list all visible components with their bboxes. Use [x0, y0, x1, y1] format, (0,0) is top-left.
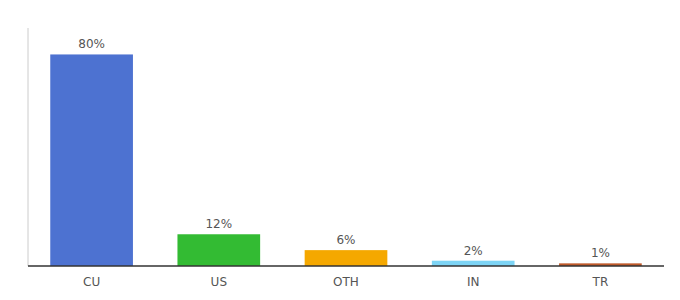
x-tick-label: OTH	[333, 275, 359, 289]
data-label: 80%	[78, 37, 105, 51]
x-tick-label: TR	[592, 275, 609, 289]
chart-container: 80% 12% 6% 2% 1% CU US OTH IN TR	[0, 0, 680, 300]
bar	[305, 250, 388, 266]
bar	[177, 234, 260, 266]
y-axis-line	[28, 28, 29, 266]
data-label: 12%	[205, 217, 232, 231]
data-label: 2%	[464, 244, 483, 258]
bars	[50, 54, 641, 266]
data-label: 6%	[336, 233, 355, 247]
x-axis-line	[28, 265, 664, 267]
chart-svg: 80% 12% 6% 2% 1% CU US OTH IN TR	[0, 0, 680, 300]
bar	[50, 54, 133, 266]
bar	[432, 261, 515, 266]
x-tick-label: IN	[467, 275, 480, 289]
data-labels: 80% 12% 6% 2% 1%	[78, 37, 610, 260]
x-tick-labels: CU US OTH IN TR	[83, 275, 608, 289]
data-label: 1%	[591, 246, 610, 260]
x-tick-label: US	[211, 275, 227, 289]
x-tick-label: CU	[83, 275, 100, 289]
